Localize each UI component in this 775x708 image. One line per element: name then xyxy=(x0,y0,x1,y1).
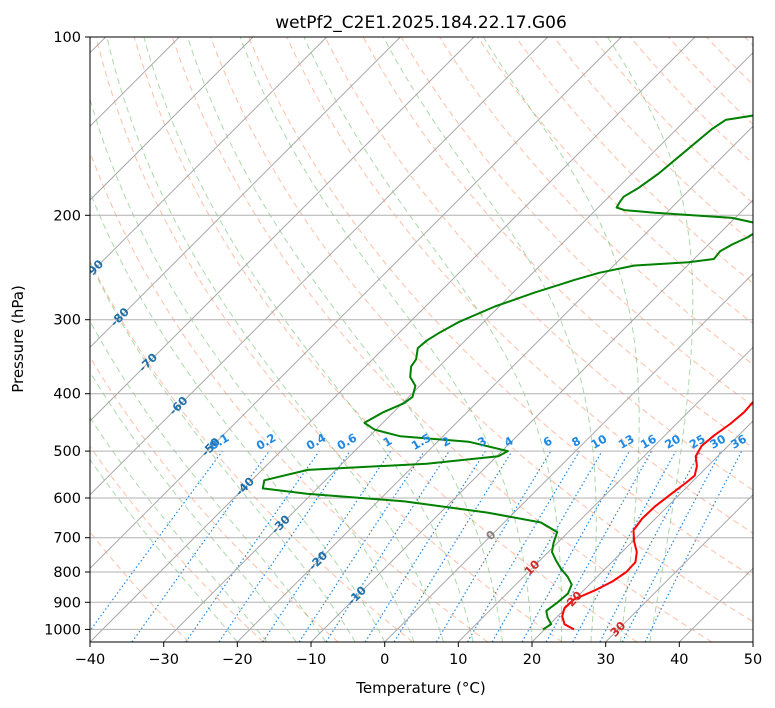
isotherm-line xyxy=(384,272,753,642)
mixing-ratio-label: 30 xyxy=(707,432,728,452)
x-tick-label: 0 xyxy=(380,652,389,668)
y-tick-label: 200 xyxy=(53,208,81,224)
temperature-profile-line xyxy=(561,400,753,631)
data-series xyxy=(261,114,753,631)
mixing-ratio-line xyxy=(262,450,392,642)
isotherm-line xyxy=(90,37,254,201)
mixing-ratio-line xyxy=(131,450,270,642)
isotherm-line xyxy=(605,493,753,642)
isotherm-line xyxy=(90,37,401,349)
x-tick-label: 40 xyxy=(670,652,688,668)
x-tick-label: −20 xyxy=(222,652,253,668)
moist-adiabat-line xyxy=(90,458,238,642)
y-tick-label: 500 xyxy=(53,444,81,460)
y-tick-label: 900 xyxy=(53,595,81,611)
x-tick-label: −40 xyxy=(75,652,106,668)
moist-adiabat-line xyxy=(607,37,694,642)
mixing-ratio-line xyxy=(521,450,631,642)
x-axis-label: Temperature (°C) xyxy=(355,679,485,697)
y-tick-label: 700 xyxy=(53,531,81,547)
dry-adiabat-line xyxy=(171,37,712,642)
dry-adiabat-line xyxy=(248,37,753,578)
dry-adiabat-line xyxy=(90,259,414,642)
mixing-ratio-line xyxy=(545,450,653,642)
mixing-ratio-lines xyxy=(90,450,743,642)
moist-adiabat-line xyxy=(90,190,386,642)
dry-adiabat-line xyxy=(95,37,563,642)
y-tick-label: 600 xyxy=(53,491,81,507)
isotherm-line xyxy=(531,420,753,642)
dry-adiabat-line xyxy=(515,37,753,284)
mixing-ratio-line xyxy=(185,450,320,642)
y-tick-label: 1000 xyxy=(44,622,81,638)
mixing-ratio-label: 10 xyxy=(588,432,609,452)
dry-adiabat-line xyxy=(133,37,638,642)
isotherm-line xyxy=(310,199,753,642)
dewpoint-profile-line xyxy=(261,114,753,631)
mixing-ratio-line xyxy=(393,450,513,642)
mixing-ratio-label: 20 xyxy=(662,432,683,452)
dry-adiabat-line xyxy=(90,356,339,642)
moist-adiabat-line xyxy=(482,37,640,642)
x-tick-label: −10 xyxy=(296,652,327,668)
moist-adiabat-line xyxy=(90,416,268,642)
gridlines xyxy=(90,37,753,630)
moist-adiabat-line xyxy=(90,320,327,642)
y-tick-label: 800 xyxy=(53,565,81,581)
moist-adiabat-line xyxy=(90,261,356,642)
y-tick-label: 400 xyxy=(53,387,81,403)
isotherm-line xyxy=(457,346,753,642)
x-tick-label: 30 xyxy=(596,652,614,668)
y-tick-label: 300 xyxy=(53,313,81,329)
x-axis-ticks: −40 −30 −20 −10 0 10 20 30 40 50 xyxy=(75,642,762,668)
mixing-ratio-line xyxy=(644,450,743,642)
mixing-ratio-label: 36 xyxy=(728,432,749,452)
y-axis-label: Pressure (hPa) xyxy=(9,285,27,393)
isotherm-line xyxy=(90,37,328,275)
plot-frame xyxy=(89,36,754,643)
moist-adiabat-line xyxy=(382,37,597,642)
mixing-ratio-label: 16 xyxy=(638,432,659,452)
isotherm-line xyxy=(90,37,696,642)
isotherm-line xyxy=(90,37,549,496)
skewed-isotherms xyxy=(90,37,753,642)
dry-adiabat-line xyxy=(324,37,753,491)
plot-area: -100-90-80-70-60-50-40-30-20-10010203040… xyxy=(90,37,753,642)
isotherm-line xyxy=(90,37,622,570)
mixing-ratio-label: 25 xyxy=(687,432,708,452)
mixing-ratio-line xyxy=(298,450,425,642)
dry-adiabat-line xyxy=(286,37,753,534)
dry-adiabat-line xyxy=(90,445,264,642)
moist-adiabat-line xyxy=(143,37,474,642)
dry-adiabats xyxy=(90,37,753,642)
x-tick-label: 50 xyxy=(744,652,762,668)
x-tick-label: 20 xyxy=(523,652,541,668)
isotherm-line xyxy=(163,51,753,642)
mixing-ratio-label: 13 xyxy=(616,432,637,452)
isotherm-line xyxy=(236,125,753,642)
mixing-ratio-line xyxy=(218,450,351,642)
chart-title: wetPf2_C2E1.2025.184.22.17.G06 xyxy=(275,13,567,33)
mixing-ratio-line xyxy=(325,450,450,642)
moist-adiabat-line xyxy=(106,37,445,642)
x-tick-label: −30 xyxy=(148,652,179,668)
dry-adiabat-line xyxy=(210,37,753,623)
y-tick-label: 100 xyxy=(53,30,81,46)
moist-adiabat-line xyxy=(90,370,297,642)
mixing-ratio-line xyxy=(572,450,677,642)
y-axis-ticks: 100 200 300 400 500 600 700 800 900 1000 xyxy=(44,30,90,638)
mixing-ratio-line xyxy=(90,450,223,632)
moist-adiabat-line xyxy=(187,37,503,642)
moist-adiabat-line xyxy=(239,37,533,642)
isotherm-line xyxy=(90,37,475,422)
moist-adiabats xyxy=(90,37,694,642)
x-tick-label: 10 xyxy=(449,652,467,668)
